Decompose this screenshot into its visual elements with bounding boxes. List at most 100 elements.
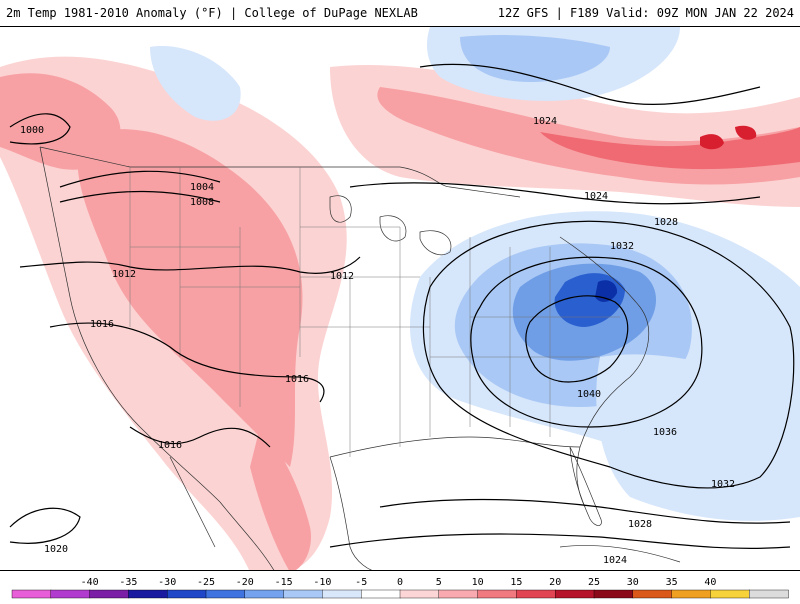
us-west-coast bbox=[39, 146, 221, 503]
colorbar-swatch bbox=[283, 589, 324, 599]
colorbar-swatch bbox=[399, 589, 440, 599]
isobar-label-1000: 1000 bbox=[20, 125, 44, 136]
cold-anomaly-canada-mid bbox=[460, 35, 610, 82]
colorbar-canvas: -40 -35 -30 -25 -20 -15 -10 -5 0 5 10 15 20 25 30 35 40 bbox=[11, 577, 789, 599]
colorbar-swatch bbox=[205, 589, 246, 599]
colorbar-tick-label: -25 bbox=[197, 577, 215, 588]
colorbar-tick-label: 30 bbox=[627, 577, 639, 588]
isobar-1024-north bbox=[419, 63, 761, 105]
isobar-label-1024-south: 1024 bbox=[603, 555, 627, 566]
map-title: 2m Temp 1981-2010 Anomaly (°F) | College… bbox=[6, 6, 418, 20]
colorbar-tick-label: -5 bbox=[355, 577, 367, 588]
colorbar-legend: -40 -35 -30 -25 -20 -15 -10 -5 0 5 10 15 20 25 30 35 40 bbox=[0, 572, 800, 600]
isobar-contours bbox=[9, 63, 795, 549]
map-canvas: 1000 1004 1008 1012 1012 1016 1016 1016 … bbox=[0, 27, 800, 570]
colorbar-tick-label: 40 bbox=[704, 577, 716, 588]
isobar-label-1012-west: 1012 bbox=[112, 269, 136, 280]
isobar-label-1028-south: 1028 bbox=[628, 519, 652, 530]
colorbar-swatches bbox=[11, 589, 789, 599]
warm-anomaly-pacific bbox=[0, 73, 121, 170]
weather-map: 1000 1004 1008 1012 1012 1016 1016 1016 … bbox=[0, 26, 800, 571]
isobar-label-1016-nw: 1016 bbox=[90, 319, 114, 330]
colorbar-swatch bbox=[89, 589, 130, 599]
isobar-1004 bbox=[59, 170, 221, 188]
model-run-info: 12Z GFS | F189 Valid: 09Z MON JAN 22 202… bbox=[497, 6, 794, 20]
isobar-label-1040: 1040 bbox=[577, 389, 601, 400]
isobar-1008 bbox=[59, 190, 221, 203]
colorbar-swatch bbox=[516, 589, 556, 599]
colorbar-tick-label: -10 bbox=[313, 577, 331, 588]
us-east-coast bbox=[559, 236, 650, 508]
state-lines bbox=[129, 167, 620, 457]
colorbar-tick-label: -30 bbox=[158, 577, 176, 588]
isobar-1024-south bbox=[329, 533, 791, 549]
colorbar-swatch bbox=[244, 589, 285, 599]
colorbar-tick-label: 35 bbox=[666, 577, 678, 588]
title-bar: 2m Temp 1981-2010 Anomaly (°F) | College… bbox=[0, 0, 800, 26]
colorbar-tick-label: 5 bbox=[436, 577, 442, 588]
isobar-1016-south bbox=[129, 426, 271, 448]
geography-outlines bbox=[39, 146, 681, 570]
colorbar-swatch bbox=[632, 589, 673, 599]
colorbar-tick-label: 25 bbox=[588, 577, 600, 588]
warm-anomaly-west-mid bbox=[77, 129, 303, 467]
colorbar-tick-label: 0 bbox=[397, 577, 403, 588]
isobar-1028 bbox=[349, 182, 761, 205]
mexico-east-coast bbox=[329, 456, 373, 570]
us-canada-border bbox=[39, 146, 521, 198]
isobar-1032 bbox=[422, 220, 795, 489]
cuba bbox=[559, 545, 681, 563]
isobar-label-1024-north: 1024 bbox=[533, 116, 557, 127]
isobar-label-1012-east: 1012 bbox=[330, 271, 354, 282]
colorbar-swatch bbox=[710, 589, 750, 599]
great-lakes bbox=[329, 195, 452, 256]
colorbar-tick-label: 20 bbox=[549, 577, 561, 588]
colorbar-swatch bbox=[555, 589, 595, 599]
colorbar-swatch bbox=[593, 589, 634, 599]
isobar-label-1036: 1036 bbox=[653, 427, 677, 438]
colorbar-swatch bbox=[749, 589, 789, 599]
isobar-label-1008: 1008 bbox=[190, 197, 214, 208]
colorbar-swatch bbox=[671, 589, 712, 599]
florida bbox=[569, 446, 602, 526]
isobar-1028-east bbox=[379, 498, 791, 524]
isobar-1000 bbox=[9, 113, 71, 145]
colorbar-tick-label: 15 bbox=[510, 577, 522, 588]
warm-anomaly-mexico bbox=[250, 427, 311, 570]
isobar-label-1020: 1020 bbox=[44, 544, 68, 555]
colorbar-swatch bbox=[128, 589, 168, 599]
cold-anomaly-northwest bbox=[150, 46, 241, 121]
isobar-1036 bbox=[470, 256, 703, 428]
colorbar-swatch bbox=[322, 589, 362, 599]
colorbar-tick-label: -35 bbox=[119, 577, 137, 588]
colorbar-swatch bbox=[477, 589, 518, 599]
isobar-1012 bbox=[19, 256, 361, 274]
colorbar-swatch bbox=[438, 589, 479, 599]
isobar-label-1028-north: 1028 bbox=[654, 217, 678, 228]
colorbar-tick-label: -20 bbox=[236, 577, 254, 588]
colorbar-swatch bbox=[50, 589, 91, 599]
colorbar-ticks: -40 -35 -30 -25 -20 -15 -10 -5 0 5 10 15 20 25 30 35 40 bbox=[81, 577, 717, 588]
colorbar-tick-label: -40 bbox=[81, 577, 99, 588]
isobar-label-1004: 1004 bbox=[190, 182, 214, 193]
colorbar-swatch bbox=[11, 589, 52, 599]
isobar-label-1032-north: 1032 bbox=[610, 241, 634, 252]
warm-anomaly-layer bbox=[0, 56, 800, 570]
warm-anomaly-canada-strong bbox=[540, 127, 800, 170]
colorbar-swatch bbox=[166, 589, 207, 599]
mexico-west-coast bbox=[219, 501, 275, 570]
isobar-label-1024-canada: 1024 bbox=[584, 191, 608, 202]
isobar-label-1016-mid: 1016 bbox=[285, 374, 309, 385]
gulf-coast bbox=[329, 436, 581, 458]
isobar-1016-west bbox=[49, 322, 325, 403]
colorbar-swatch bbox=[361, 589, 401, 599]
baja bbox=[169, 456, 216, 548]
isobar-1040 bbox=[525, 295, 629, 383]
isobar-labels: 1000 1004 1008 1012 1012 1016 1016 1016 … bbox=[20, 116, 735, 566]
isobar-label-1016-sw: 1016 bbox=[158, 440, 182, 451]
colorbar-tick-label: 10 bbox=[472, 577, 484, 588]
warm-anomaly-core-1 bbox=[700, 134, 724, 150]
isobar-1020 bbox=[9, 507, 81, 544]
warm-anomaly-core-2 bbox=[735, 125, 757, 140]
colorbar-tick-label: -15 bbox=[275, 577, 293, 588]
